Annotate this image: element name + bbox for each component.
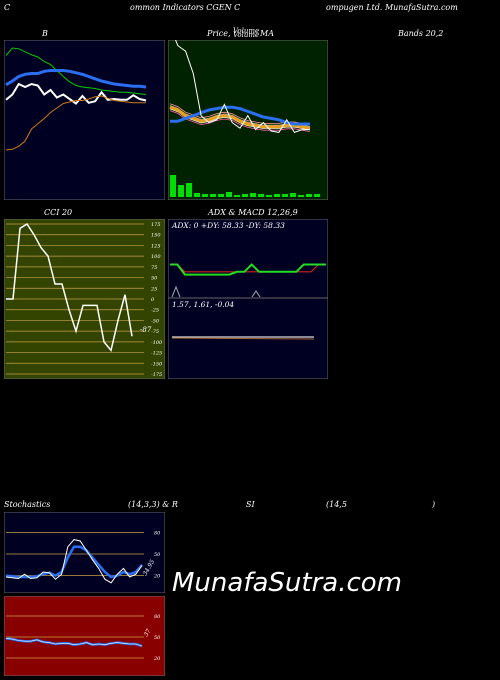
stoch-title-b: (14,3,3) & R	[128, 500, 178, 509]
price-title-b: Volume	[233, 27, 260, 35]
volume-bar	[282, 194, 288, 197]
cci-chart: 175 150 125 100 75 50 25 0 -25 -50 -75 -100 -125 -150…	[4, 219, 165, 379]
bollinger-bg	[4, 40, 165, 200]
bollinger-title: B	[42, 29, 48, 38]
stoch-tick-label: 50	[154, 552, 161, 558]
stoch-title-c: SI	[246, 500, 255, 509]
macd-text: 1.57, 1.61, -0.04	[172, 300, 234, 309]
cci-title: CCI 20	[44, 208, 73, 217]
header-left: C	[4, 3, 11, 12]
stoch-k-line	[5, 539, 143, 584]
cci-tick-label: -175	[151, 372, 162, 378]
bb-lower-band	[5, 95, 146, 151]
volume-bar	[234, 195, 240, 197]
stoch-tick-label: 20	[153, 574, 161, 580]
cci-tick-label: 150	[151, 233, 161, 239]
cci-last-label: -87	[140, 326, 152, 334]
stoch-title-d: (14,5	[326, 500, 347, 509]
rsi-tick-label: 50	[154, 635, 161, 641]
cci-tick-label: -50	[151, 318, 160, 324]
cci-tick-label: 25	[150, 286, 157, 292]
volume-bar	[242, 194, 248, 197]
bb-price-line	[5, 82, 147, 105]
price-ma-line	[169, 108, 311, 131]
volume-bar	[186, 183, 192, 197]
adx-title: ADX & MACD 12,26,9	[208, 208, 298, 217]
volume-bar	[314, 194, 320, 197]
stoch-bg	[4, 512, 165, 593]
stoch-title-e: )	[432, 500, 436, 509]
price-title-c: Volume	[233, 31, 260, 39]
rsi-tick-label: 80	[154, 614, 161, 620]
cci-tick-label: -25	[151, 308, 159, 314]
stoch-title-a: Stochastics	[4, 500, 51, 509]
price-ma-blue	[170, 105, 310, 126]
adx-minus-dy	[170, 263, 326, 273]
bb-middle-band	[5, 69, 147, 89]
adx-plus-dy	[170, 263, 326, 276]
price-line	[175, 40, 310, 134]
bands-title: Bands 20,2	[398, 29, 444, 38]
price-chart	[168, 40, 328, 200]
bb-upper-band	[5, 47, 147, 95]
cci-tick-label: -125	[151, 351, 162, 357]
cci-tick-label: 0	[151, 297, 155, 303]
price-ma-line	[169, 110, 311, 132]
cci-tick-label: 100	[151, 254, 161, 260]
volume-bar	[202, 194, 208, 197]
volume-bar	[250, 193, 256, 197]
adx-line	[171, 285, 261, 298]
volume-bar	[170, 175, 176, 197]
cci-tick-label: -75	[151, 329, 159, 335]
macd-signal-line	[171, 337, 315, 340]
volume-bar	[298, 195, 304, 197]
price-title-a: Price,	[207, 29, 231, 38]
volume-bar	[178, 185, 184, 197]
adx-chart: ADX: 0 +DY: 58.33 -DY: 58.33	[168, 219, 328, 298]
rsi-bg	[4, 596, 165, 676]
volume-bar	[258, 194, 264, 197]
price-title-d: MA	[260, 29, 274, 38]
volume-bar	[290, 193, 296, 197]
stoch-tick-label: 80	[154, 530, 161, 536]
volume-bar	[194, 193, 200, 197]
cci-line	[6, 222, 133, 353]
volume-bar	[274, 194, 280, 197]
volume-bar	[226, 192, 232, 197]
rsi-chart: 80 50 20 37	[4, 596, 165, 676]
bollinger-chart	[4, 40, 165, 200]
header-middle: ommon Indicators CGEN C	[130, 3, 241, 12]
cci-tick-label: 75	[151, 265, 157, 271]
cci-tick-label: 50	[151, 276, 158, 282]
rsi-last-label: 37	[143, 628, 153, 638]
adx-bg	[168, 219, 328, 298]
volume-bar	[266, 195, 272, 197]
cci-tick-label: 175	[151, 222, 161, 228]
rsi-line	[5, 638, 143, 647]
volume-bar	[306, 194, 312, 197]
header-right: ompugen Ltd. MunafaSutra.com	[326, 3, 458, 12]
adx-text: ADX: 0 +DY: 58.33 -DY: 58.33	[171, 221, 285, 230]
cci-tick-label: 125	[151, 243, 161, 249]
cci-tick-label: -100	[151, 340, 163, 346]
volume-bar	[218, 194, 224, 197]
watermark: MunafaSutra.com	[172, 568, 403, 598]
macd-chart: 1.57, 1.61, -0.04	[168, 298, 328, 379]
rsi-tick-label: 20	[153, 656, 161, 662]
volume-bar	[210, 194, 216, 197]
cci-tick-label: -150	[151, 361, 163, 367]
price-ma-orange	[169, 105, 311, 130]
